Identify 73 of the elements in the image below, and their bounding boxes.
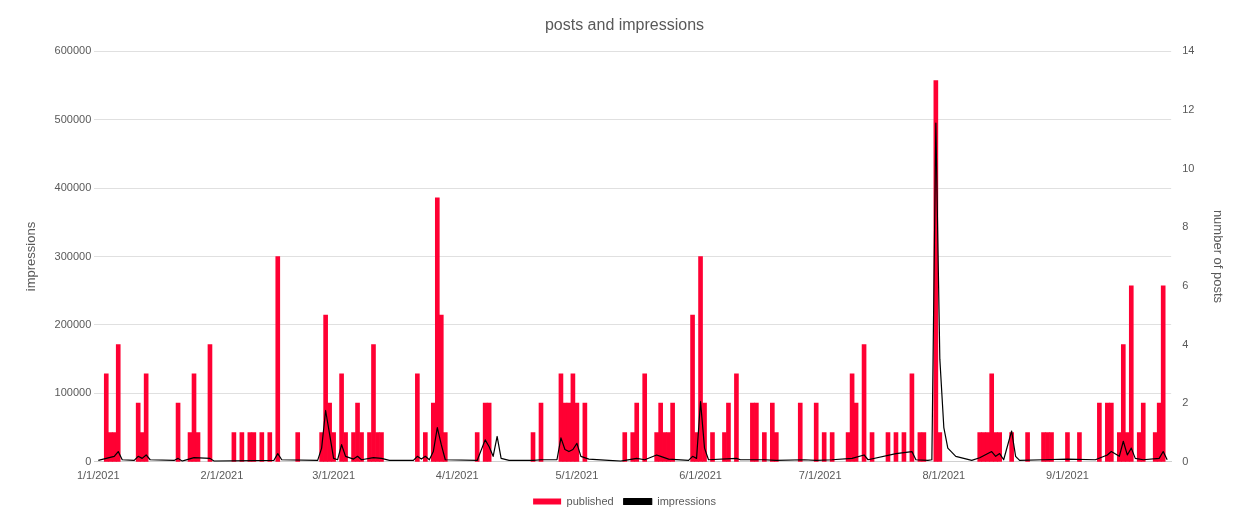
y-tick-label: 200000 (54, 317, 92, 330)
bar (1097, 402, 1102, 462)
x-tick-label: 7/1/2021 (798, 469, 842, 482)
bar (754, 402, 759, 462)
bar (770, 402, 775, 462)
bar (295, 432, 301, 462)
bar (997, 432, 1002, 462)
bar (1065, 432, 1070, 462)
y2-tick-label: 10 (1182, 161, 1195, 174)
bar (642, 373, 648, 462)
y2-axis-title: number of posts (1210, 209, 1226, 304)
y-tick-label: 500000 (54, 112, 92, 125)
bar (762, 432, 767, 462)
x-tick-label: 6/1/2021 (679, 469, 722, 482)
bar (1077, 432, 1082, 462)
y2-tick-label: 12 (1182, 102, 1195, 115)
bar (339, 373, 344, 462)
y2-tick-label: 2 (1182, 396, 1189, 409)
y-tick-label: 600000 (54, 44, 92, 57)
bar (323, 314, 328, 462)
bar (135, 402, 141, 462)
bar (1128, 285, 1134, 462)
x-tick-label: 1/1/2021 (76, 469, 120, 482)
bar (1160, 285, 1166, 462)
y-axis-title: impressions (23, 221, 39, 292)
bar (734, 373, 739, 462)
y2-tick-label: 6 (1182, 278, 1189, 291)
bar (1049, 432, 1054, 462)
bar (371, 344, 376, 462)
bar (415, 373, 420, 462)
x-tick-label: 9/1/2021 (1046, 469, 1089, 482)
y2-tick-label: 8 (1182, 220, 1189, 233)
chart-title: posts and impressions (544, 16, 705, 34)
bar (690, 314, 695, 462)
y-tick-label: 300000 (54, 249, 92, 262)
legend-label: impressions (657, 494, 717, 507)
bar (355, 402, 360, 462)
bar (275, 256, 281, 462)
bar (259, 432, 265, 462)
bar (115, 344, 121, 462)
y2-tick-label: 4 (1182, 337, 1189, 350)
bar (813, 402, 819, 462)
bar (1140, 402, 1146, 462)
bar (267, 432, 273, 462)
y-tick-label: 100000 (54, 386, 92, 399)
bar (474, 432, 480, 462)
bar (710, 432, 715, 462)
y2-tick-label: 0 (1182, 454, 1189, 467)
legend-label: published (566, 494, 614, 507)
bar (634, 402, 640, 462)
y-tick-label: 400000 (54, 181, 92, 194)
x-tick-label: 3/1/2021 (312, 469, 356, 482)
x-tick-label: 5/1/2021 (555, 469, 599, 482)
y2-tick-label: 14 (1182, 44, 1195, 57)
x-tick-label: 2/1/2021 (200, 469, 244, 482)
y-tick-label: 0 (85, 454, 92, 467)
bar (1025, 432, 1030, 462)
bar (989, 373, 995, 462)
bar (658, 402, 663, 462)
bar (1120, 344, 1126, 462)
bar (103, 373, 109, 462)
bar (670, 402, 675, 462)
bar (726, 402, 731, 462)
bar (821, 432, 827, 462)
bar (797, 402, 803, 462)
x-tick-label: 8/1/2021 (922, 469, 966, 482)
bar (622, 432, 628, 462)
bar (379, 432, 384, 462)
bar (698, 256, 703, 462)
bar (423, 432, 428, 462)
x-tick-label: 4/1/2021 (435, 469, 479, 482)
bar (1109, 402, 1114, 462)
bar (434, 197, 440, 462)
